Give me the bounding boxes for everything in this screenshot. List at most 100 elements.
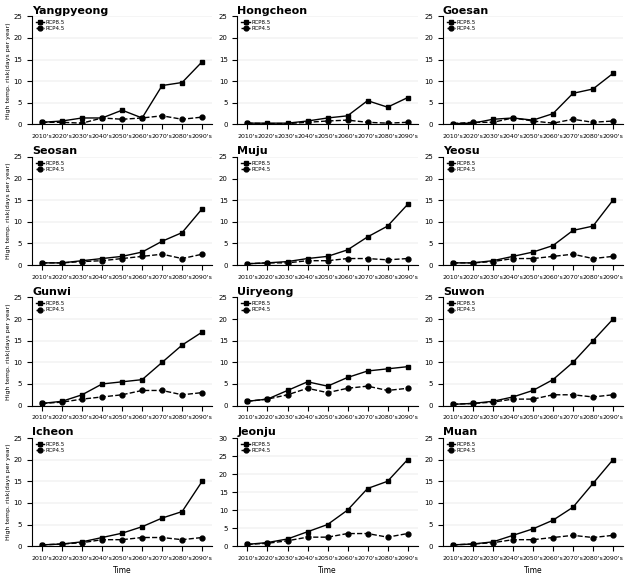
RCP8.5	[198, 478, 206, 485]
RCP8.5	[38, 400, 46, 407]
RCP4.5	[404, 530, 411, 537]
RCP4.5	[609, 391, 616, 398]
RCP4.5	[264, 396, 271, 403]
RCP4.5	[489, 258, 497, 265]
RCP8.5	[284, 536, 292, 543]
RCP4.5	[304, 385, 311, 392]
RCP8.5	[449, 541, 457, 548]
X-axis label: Time: Time	[524, 566, 542, 575]
RCP8.5	[324, 383, 331, 390]
Line: RCP8.5: RCP8.5	[40, 329, 204, 406]
RCP4.5	[119, 536, 126, 543]
RCP4.5	[158, 251, 166, 258]
RCP8.5	[549, 376, 557, 383]
RCP8.5	[489, 257, 497, 264]
RCP8.5	[489, 116, 497, 123]
RCP4.5	[179, 255, 186, 262]
RCP4.5	[469, 540, 476, 547]
RCP8.5	[363, 97, 371, 104]
RCP4.5	[284, 120, 292, 127]
Line: RCP4.5: RCP4.5	[451, 392, 615, 407]
RCP8.5	[489, 539, 497, 546]
RCP8.5	[449, 401, 457, 408]
Text: Uiryeong: Uiryeong	[237, 286, 294, 297]
RCP4.5	[78, 258, 86, 265]
RCP4.5	[609, 117, 616, 124]
RCP4.5	[384, 120, 391, 127]
Line: RCP8.5: RCP8.5	[245, 95, 410, 125]
Line: RCP4.5: RCP4.5	[451, 116, 615, 126]
RCP4.5	[324, 117, 331, 124]
RCP8.5	[119, 530, 126, 537]
RCP4.5	[529, 117, 537, 124]
Text: Yangpyeong: Yangpyeong	[32, 6, 109, 16]
RCP4.5	[549, 391, 557, 398]
RCP4.5	[284, 391, 292, 398]
RCP4.5	[264, 120, 271, 127]
RCP4.5	[324, 257, 331, 264]
Line: RCP4.5: RCP4.5	[40, 535, 204, 547]
RCP4.5	[98, 257, 106, 264]
RCP8.5	[158, 238, 166, 245]
RCP8.5	[384, 365, 391, 372]
RCP8.5	[469, 120, 476, 127]
RCP4.5	[384, 387, 391, 394]
RCP4.5	[198, 389, 206, 396]
RCP8.5	[569, 90, 577, 97]
Y-axis label: High temp. risk(days per year): High temp. risk(days per year)	[6, 163, 11, 259]
RCP4.5	[469, 119, 476, 125]
RCP8.5	[589, 480, 597, 487]
Line: RCP4.5: RCP4.5	[245, 531, 410, 547]
RCP4.5	[509, 536, 517, 543]
RCP8.5	[363, 234, 371, 241]
Line: RCP8.5: RCP8.5	[40, 479, 204, 547]
RCP8.5	[449, 120, 457, 127]
Text: Icheon: Icheon	[32, 427, 74, 437]
Legend: RCP8.5, RCP4.5: RCP8.5, RCP4.5	[240, 300, 272, 314]
RCP8.5	[119, 107, 126, 114]
RCP8.5	[158, 82, 166, 89]
Line: RCP4.5: RCP4.5	[40, 252, 204, 266]
RCP8.5	[324, 114, 331, 121]
RCP4.5	[58, 119, 66, 125]
RCP4.5	[324, 534, 331, 541]
RCP8.5	[284, 258, 292, 265]
RCP8.5	[509, 393, 517, 400]
RCP4.5	[119, 255, 126, 262]
RCP4.5	[179, 536, 186, 543]
Line: RCP8.5: RCP8.5	[245, 457, 410, 547]
Y-axis label: High temp. risk(days per year): High temp. risk(days per year)	[6, 444, 11, 540]
RCP8.5	[363, 368, 371, 375]
Line: RCP8.5: RCP8.5	[451, 317, 615, 407]
RCP8.5	[158, 359, 166, 366]
RCP8.5	[384, 103, 391, 110]
RCP4.5	[98, 114, 106, 121]
RCP4.5	[449, 401, 457, 408]
RCP8.5	[489, 398, 497, 405]
RCP8.5	[264, 259, 271, 266]
Line: RCP4.5: RCP4.5	[40, 388, 204, 406]
RCP8.5	[78, 257, 86, 264]
RCP4.5	[509, 114, 517, 121]
RCP4.5	[78, 396, 86, 403]
Text: Gunwi: Gunwi	[32, 286, 71, 297]
RCP4.5	[38, 400, 46, 407]
RCP4.5	[569, 391, 577, 398]
RCP8.5	[304, 117, 311, 124]
RCP4.5	[284, 537, 292, 544]
RCP4.5	[58, 259, 66, 266]
RCP8.5	[119, 378, 126, 385]
Legend: RCP8.5, RCP4.5: RCP8.5, RCP4.5	[240, 19, 272, 33]
RCP8.5	[363, 485, 371, 492]
RCP8.5	[284, 387, 292, 394]
RCP8.5	[469, 400, 476, 407]
Line: RCP8.5: RCP8.5	[40, 59, 204, 125]
RCP4.5	[158, 534, 166, 541]
RCP4.5	[198, 114, 206, 121]
RCP8.5	[304, 255, 311, 262]
RCP8.5	[469, 540, 476, 547]
RCP8.5	[78, 114, 86, 121]
RCP4.5	[404, 119, 411, 125]
RCP8.5	[244, 120, 251, 127]
RCP8.5	[344, 246, 351, 253]
